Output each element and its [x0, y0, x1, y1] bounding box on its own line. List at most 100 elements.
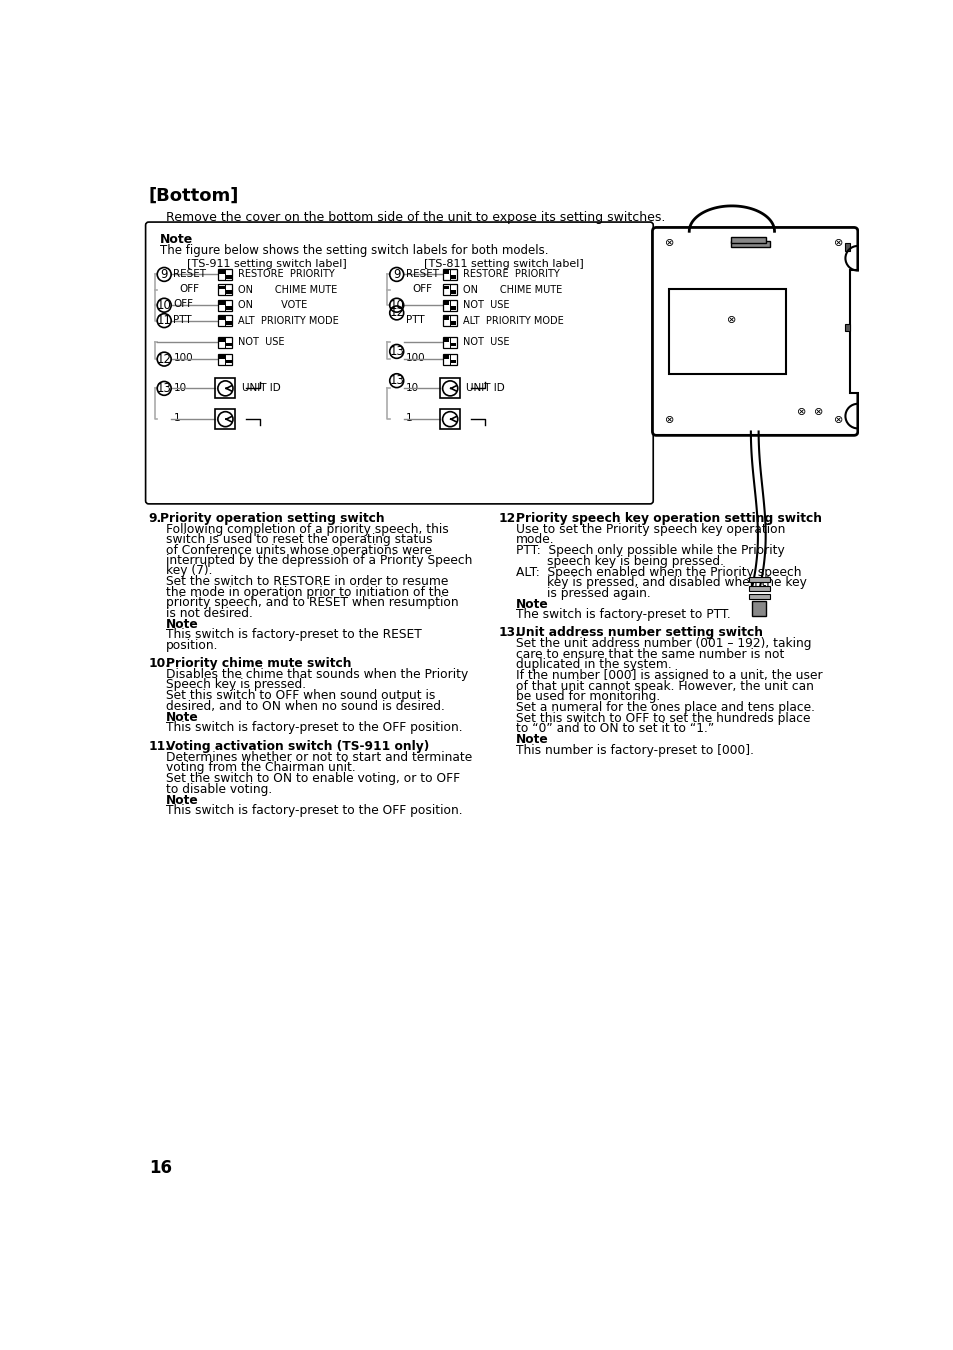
- Text: switch is used to reset the operating status: switch is used to reset the operating st…: [166, 533, 432, 547]
- Text: RESET: RESET: [406, 269, 438, 278]
- Text: 10.: 10.: [149, 656, 171, 670]
- Text: 100: 100: [173, 354, 193, 363]
- Text: ⊗: ⊗: [833, 238, 842, 248]
- Text: to “0” and to ON to set it to “1.”: to “0” and to ON to set it to “1.”: [516, 722, 714, 736]
- Text: Note: Note: [166, 711, 198, 724]
- Text: 16: 16: [149, 1158, 172, 1177]
- Bar: [843, 324, 849, 331]
- Text: 11: 11: [156, 315, 172, 327]
- Text: OFF: OFF: [173, 300, 193, 309]
- Text: UNIT ID: UNIT ID: [241, 383, 280, 393]
- Text: desired, and to ON when no sound is desired.: desired, and to ON when no sound is desi…: [166, 699, 444, 713]
- Bar: [219, 338, 224, 342]
- Text: Note: Note: [516, 733, 548, 747]
- Text: 12: 12: [389, 306, 404, 320]
- Bar: [443, 316, 449, 320]
- Text: ALT  PRIORITY MODE: ALT PRIORITY MODE: [462, 316, 562, 325]
- Bar: [731, 240, 769, 247]
- Text: PTT: PTT: [173, 315, 192, 325]
- Text: 1: 1: [406, 413, 413, 424]
- Bar: [443, 285, 449, 289]
- Text: ALT:  Speech enabled when the Priority speech: ALT: Speech enabled when the Priority sp…: [516, 566, 801, 579]
- Bar: [218, 269, 233, 279]
- Bar: [443, 270, 449, 274]
- Text: key (7).: key (7).: [166, 564, 212, 578]
- Bar: [748, 576, 769, 582]
- Text: OFF: OFF: [412, 284, 432, 294]
- Bar: [443, 300, 456, 310]
- Text: PTT: PTT: [406, 315, 424, 325]
- Text: 13.: 13.: [498, 626, 520, 640]
- Text: position.: position.: [166, 639, 218, 652]
- Bar: [218, 336, 233, 347]
- Text: Remove the cover on the bottom side of the unit to expose its setting switches.: Remove the cover on the bottom side of t…: [166, 211, 664, 224]
- Text: PTT:  Speech only possible while the Priority: PTT: Speech only possible while the Prio…: [516, 544, 784, 558]
- Text: OFF: OFF: [179, 284, 199, 294]
- Text: duplicated in the system.: duplicated in the system.: [516, 659, 671, 671]
- Text: [TS-911 setting switch label]: [TS-911 setting switch label]: [187, 259, 347, 269]
- Text: interrupted by the depression of a Priority Speech: interrupted by the depression of a Prior…: [166, 554, 472, 567]
- Text: of Conference units whose operations were: of Conference units whose operations wer…: [166, 544, 432, 556]
- Bar: [218, 285, 233, 296]
- Text: to disable voting.: to disable voting.: [166, 783, 272, 795]
- Text: Set this switch to OFF when sound output is: Set this switch to OFF when sound output…: [166, 690, 435, 702]
- Bar: [751, 601, 765, 617]
- Bar: [219, 285, 224, 289]
- Text: ⊗: ⊗: [814, 408, 822, 417]
- Bar: [451, 343, 456, 347]
- Text: Priority operation setting switch: Priority operation setting switch: [160, 512, 385, 525]
- Bar: [451, 305, 456, 309]
- Bar: [226, 305, 232, 309]
- Text: Disables the chime that sounds when the Priority: Disables the chime that sounds when the …: [166, 668, 468, 680]
- Text: NOT  USE: NOT USE: [462, 300, 509, 310]
- Bar: [451, 275, 456, 278]
- Text: Use to set the Priority speech key operation: Use to set the Priority speech key opera…: [516, 522, 784, 536]
- Text: The switch is factory-preset to PTT.: The switch is factory-preset to PTT.: [516, 609, 730, 621]
- Bar: [443, 354, 456, 364]
- Text: is pressed again.: is pressed again.: [516, 587, 650, 599]
- Bar: [219, 270, 224, 274]
- Text: Note: Note: [516, 598, 548, 610]
- Text: [Bottom]: [Bottom]: [149, 186, 239, 205]
- Bar: [443, 316, 456, 325]
- Text: NOT  USE: NOT USE: [237, 338, 284, 347]
- Text: ⊗: ⊗: [796, 408, 805, 417]
- Bar: [748, 586, 769, 591]
- Bar: [439, 378, 459, 398]
- Text: ON       CHIME MUTE: ON CHIME MUTE: [237, 285, 336, 294]
- Text: Note: Note: [166, 794, 198, 807]
- Text: Following completion of a priority speech, this: Following completion of a priority speec…: [166, 522, 448, 536]
- Text: 10: 10: [156, 298, 172, 312]
- Text: ⊗: ⊗: [664, 414, 674, 425]
- Bar: [669, 289, 785, 374]
- Text: If the number [000] is assigned to a unit, the user: If the number [000] is assigned to a uni…: [516, 670, 821, 683]
- Text: 12.: 12.: [498, 512, 520, 525]
- Text: This number is factory-preset to [000].: This number is factory-preset to [000].: [516, 744, 753, 757]
- Bar: [226, 359, 232, 363]
- Text: This switch is factory-preset to the OFF position.: This switch is factory-preset to the OFF…: [166, 721, 462, 734]
- Bar: [451, 359, 456, 363]
- Text: Priority speech key operation setting switch: Priority speech key operation setting sw…: [516, 512, 821, 525]
- Text: ⊗: ⊗: [833, 414, 842, 425]
- Text: [TS-811 setting switch label]: [TS-811 setting switch label]: [423, 259, 583, 269]
- Text: This switch is factory-preset to the RESET: This switch is factory-preset to the RES…: [166, 628, 421, 641]
- Text: Note: Note: [166, 618, 198, 630]
- Bar: [443, 301, 449, 305]
- Text: 12: 12: [156, 352, 172, 366]
- Text: Set the unit address number (001 – 192), taking: Set the unit address number (001 – 192),…: [516, 637, 811, 651]
- Text: key is pressed, and disabled when the key: key is pressed, and disabled when the ke…: [516, 576, 806, 589]
- Text: be used for monitoring.: be used for monitoring.: [516, 690, 659, 703]
- Text: speech key is being pressed.: speech key is being pressed.: [516, 555, 723, 568]
- Text: NOT  USE: NOT USE: [462, 338, 509, 347]
- Bar: [849, 270, 861, 393]
- Bar: [218, 300, 233, 310]
- Text: The figure below shows the setting switch labels for both models.: The figure below shows the setting switc…: [159, 244, 547, 258]
- Text: UNIT ID: UNIT ID: [466, 383, 505, 393]
- Text: 11.: 11.: [149, 740, 171, 752]
- Text: Priority chime mute switch: Priority chime mute switch: [166, 656, 352, 670]
- Text: RESTORE  PRIORITY: RESTORE PRIORITY: [237, 270, 335, 279]
- Text: voting from the Chairman unit.: voting from the Chairman unit.: [166, 761, 355, 774]
- Text: 9.: 9.: [149, 512, 162, 525]
- Bar: [443, 338, 449, 342]
- Bar: [218, 316, 233, 325]
